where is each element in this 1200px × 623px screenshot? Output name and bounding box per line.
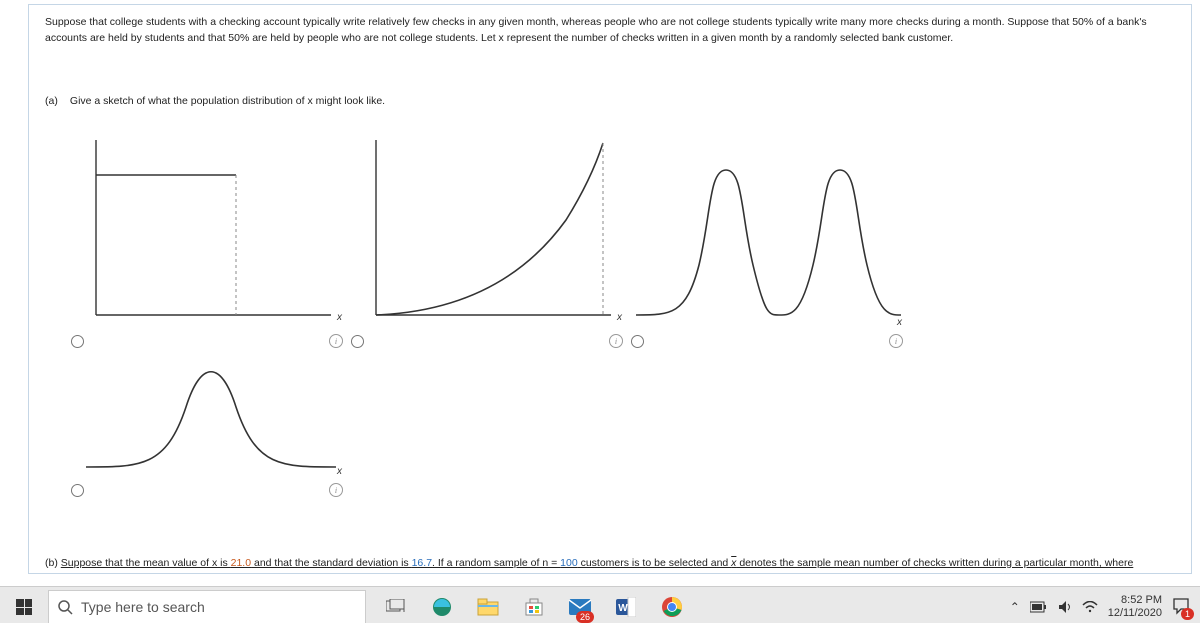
svg-text:x: x xyxy=(336,466,343,477)
system-tray: ⌃ 8:52 PM 12/11/2020 1 xyxy=(1010,594,1200,620)
task-icons: 26 W xyxy=(374,587,694,623)
chart-1: x xyxy=(71,115,349,333)
part-b-value-3: 100 xyxy=(560,557,578,569)
tray-chevron-icon[interactable]: ⌃ xyxy=(1010,600,1020,614)
start-button[interactable] xyxy=(0,587,48,623)
question-panel: Suppose that college students with a che… xyxy=(28,4,1192,574)
page: Suppose that college students with a che… xyxy=(0,4,1200,623)
svg-text:x: x xyxy=(896,317,903,328)
chart-4: x xyxy=(71,312,349,482)
option-2-radio[interactable] xyxy=(351,335,364,348)
wifi-icon[interactable] xyxy=(1082,601,1098,613)
info-icon[interactable]: i xyxy=(609,334,623,348)
search-placeholder: Type here to search xyxy=(81,599,205,615)
option-4-radio[interactable] xyxy=(71,484,84,497)
clock[interactable]: 8:52 PM 12/11/2020 xyxy=(1108,594,1162,620)
svg-text:W: W xyxy=(618,603,628,614)
mail-badge: 26 xyxy=(576,611,594,623)
taskbar: Type here to search 26 W xyxy=(0,586,1200,623)
part-b-label: (b) Suppose that the mean value of x is … xyxy=(45,557,1175,569)
part-b-text-4: customers is to be selected and xyxy=(578,557,732,569)
chart-option-2: x i xyxy=(351,115,629,348)
part-b-text-5: denotes the sample mean number of checks… xyxy=(736,557,1133,569)
volume-icon[interactable] xyxy=(1058,600,1072,614)
chart-option-3: x i xyxy=(631,115,909,348)
info-icon[interactable]: i xyxy=(889,334,903,348)
part-b-text-2: and that the standard deviation is xyxy=(251,557,412,569)
search-icon xyxy=(57,599,73,615)
store-icon[interactable] xyxy=(512,587,556,623)
option-3-radio[interactable] xyxy=(631,335,644,348)
part-b-tag: (b) xyxy=(45,557,58,569)
chart-3: x xyxy=(631,115,909,333)
info-icon[interactable]: i xyxy=(329,483,343,497)
file-explorer-icon[interactable] xyxy=(466,587,510,623)
part-a-tag: (a) xyxy=(45,95,67,107)
part-b-text-3: . If a random sample of n = xyxy=(432,557,560,569)
part-b-value-1: 21.0 xyxy=(231,557,251,569)
chart-option-4: x i xyxy=(71,312,349,497)
chart-2: x xyxy=(351,115,629,333)
action-center-icon[interactable]: 1 xyxy=(1172,597,1190,618)
problem-intro: Suppose that college students with a che… xyxy=(45,15,1179,47)
taskbar-search[interactable]: Type here to search xyxy=(48,590,366,623)
battery-icon[interactable] xyxy=(1030,601,1048,613)
edge-icon[interactable] xyxy=(420,587,464,623)
part-b-value-2: 16.7 xyxy=(412,557,432,569)
mail-icon[interactable]: 26 xyxy=(558,587,602,623)
clock-time: 8:52 PM xyxy=(1108,594,1162,607)
task-view-icon[interactable] xyxy=(374,587,418,623)
svg-text:x: x xyxy=(616,312,623,323)
chrome-icon[interactable] xyxy=(650,587,694,623)
part-a-text: Give a sketch of what the population dis… xyxy=(70,95,385,107)
clock-date: 12/11/2020 xyxy=(1108,607,1162,620)
part-b-text-1: Suppose that the mean value of x is xyxy=(61,557,231,569)
action-badge: 1 xyxy=(1181,608,1194,620)
word-icon[interactable]: W xyxy=(604,587,648,623)
part-a-label: (a) Give a sketch of what the population… xyxy=(45,95,1179,107)
windows-icon xyxy=(16,599,32,615)
